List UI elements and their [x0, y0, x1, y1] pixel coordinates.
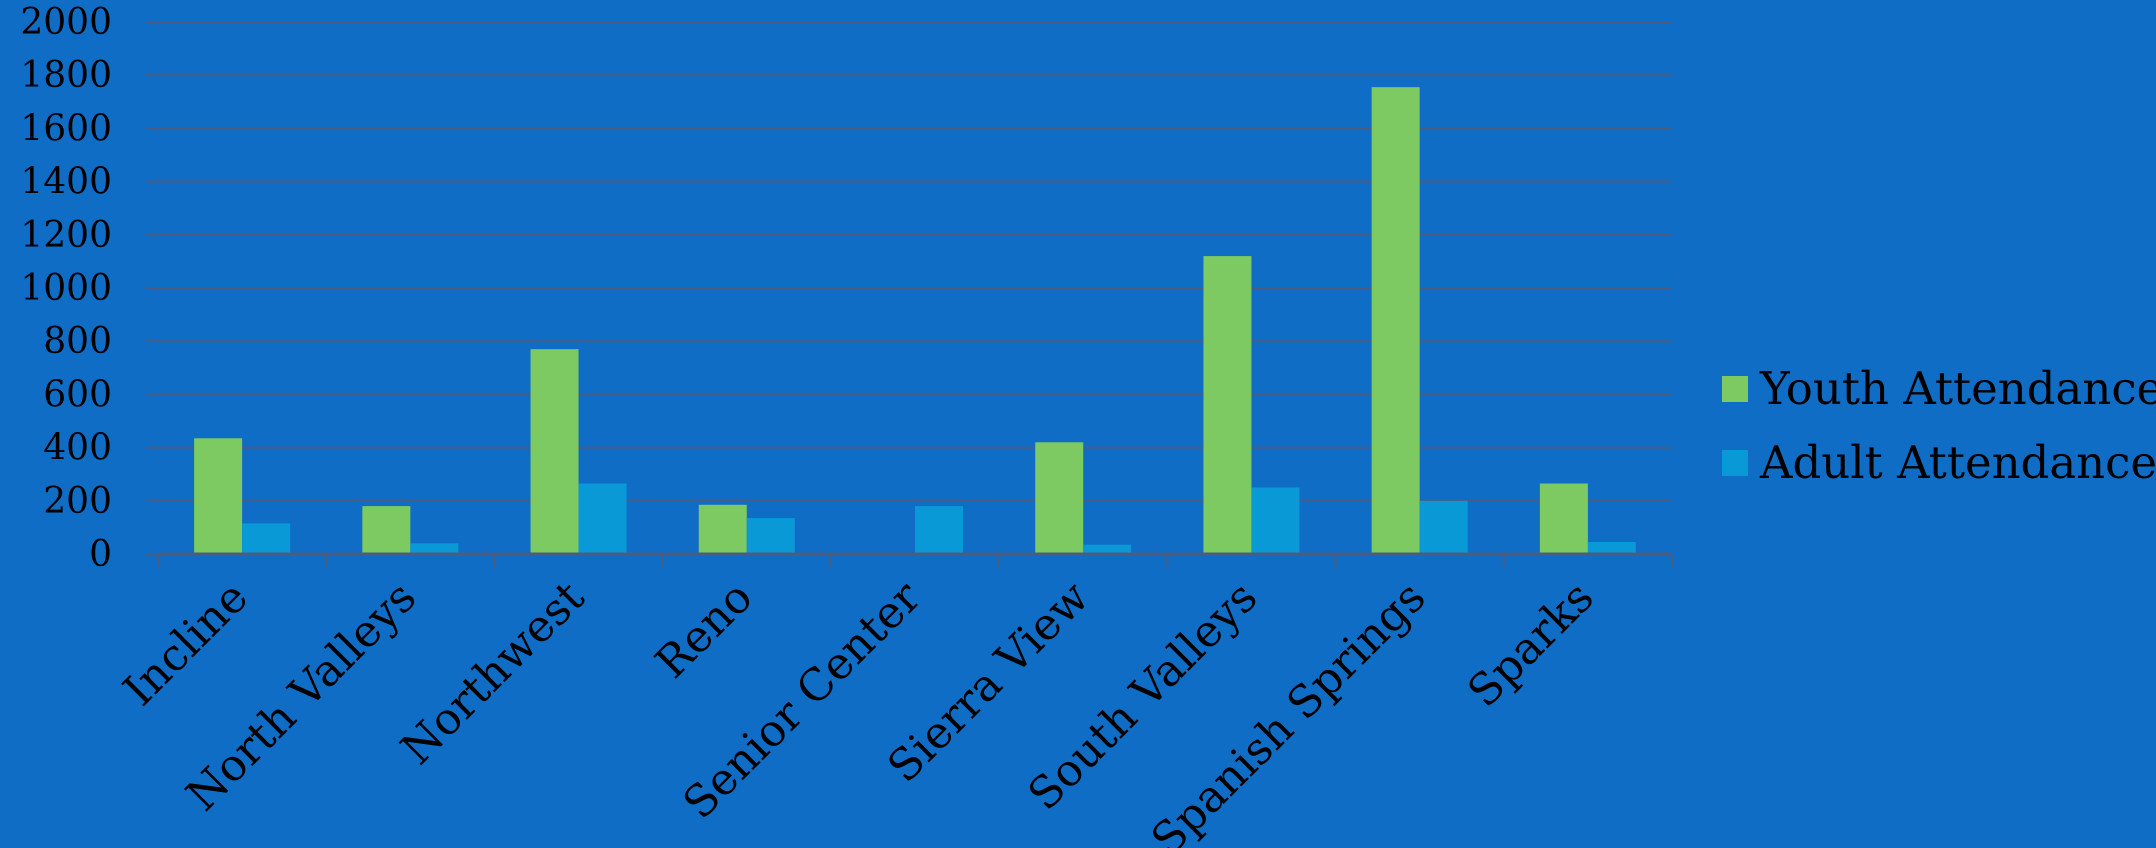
bar-youth — [1539, 483, 1588, 554]
bar-adult — [242, 523, 291, 554]
bar-youth — [362, 506, 411, 554]
y-tick-label: 600 — [43, 374, 112, 415]
y-tick-label: 1200 — [20, 215, 112, 256]
legend-label: Youth Attendance — [1759, 362, 2156, 415]
x-category-label: Northwest — [391, 571, 594, 774]
legend-label: Adult Attendance — [1759, 436, 2156, 489]
bar-adult — [1419, 500, 1468, 554]
y-tick-label: 800 — [43, 321, 112, 362]
legend: Youth Attendance Adult Attendance — [1722, 362, 2156, 489]
y-tick-label: 1000 — [20, 268, 112, 309]
y-axis-tick-labels: 0 200 400 600 800 1000 1200 1400 1600 1800 2000 — [20, 2, 112, 575]
y-tick-label: 1800 — [20, 55, 112, 96]
legend-swatch — [1722, 450, 1748, 476]
x-axis — [146, 21, 1673, 568]
bar-youth — [1035, 442, 1084, 554]
y-tick-label: 1400 — [20, 162, 112, 203]
bar-adult — [410, 543, 459, 554]
bar-adult — [1251, 487, 1300, 554]
x-category-label: Sparks — [1458, 572, 1604, 718]
bar-adult — [1083, 544, 1132, 554]
bar-youth — [1371, 87, 1420, 555]
y-tick-label: 0 — [89, 534, 112, 575]
y-tick-label: 200 — [43, 481, 112, 522]
x-category-label: Reno — [646, 572, 763, 689]
bar-adult — [578, 483, 627, 554]
bar-youth — [194, 438, 243, 554]
y-tick-label: 1600 — [20, 108, 112, 149]
gridlines — [158, 21, 1672, 502]
bar-adult — [915, 506, 963, 554]
x-category-label: Spanish Springs — [1142, 572, 1436, 848]
legend-swatch — [1722, 376, 1748, 402]
y-tick-label: 2000 — [20, 2, 112, 43]
bar-youth — [1203, 256, 1252, 554]
bar-adult — [746, 518, 795, 554]
bar-youth — [530, 349, 579, 554]
bars — [194, 87, 1636, 555]
x-category-label: Incline — [114, 572, 258, 716]
bar-adult — [1587, 542, 1636, 554]
y-tick-label: 400 — [43, 428, 112, 469]
bar-youth — [698, 504, 747, 554]
